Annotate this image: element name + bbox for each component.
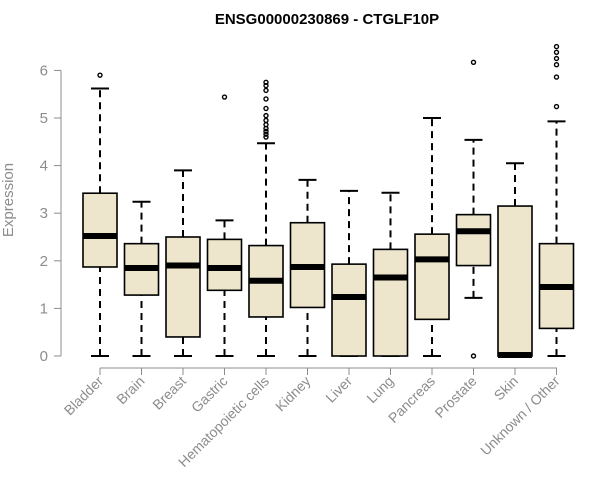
outlier-point: [263, 131, 269, 137]
outlier-point: [553, 49, 560, 56]
x-tick-label: Bladder: [61, 373, 107, 419]
y-tick-label: 0: [40, 348, 48, 365]
x-tick-label: Breast: [149, 373, 189, 413]
outlier-point: [263, 79, 269, 86]
x-tick-label: Liver: [322, 373, 355, 406]
outlier-point: [263, 96, 269, 102]
outlier-point: [263, 117, 269, 124]
outlier-point: [470, 353, 477, 359]
outlier-point: [263, 128, 269, 135]
x-tick-label: Brain: [113, 373, 147, 407]
outlier-point: [263, 105, 269, 112]
outlier-point: [553, 55, 560, 62]
outlier-point: [97, 72, 103, 78]
y-axis-label: Expression: [0, 163, 17, 237]
box-skin: [497, 162, 533, 359]
box-liver: [331, 189, 367, 357]
x-tick-label: Prostate: [431, 373, 479, 421]
x-tick-label: Skin: [491, 373, 522, 404]
box-body: [414, 233, 450, 321]
outlier-point: [553, 74, 560, 80]
outlier-point: [470, 59, 477, 66]
y-tick-label: 3: [40, 205, 48, 222]
y-tick-label: 2: [40, 253, 48, 270]
y-tick-label: 4: [40, 158, 48, 175]
outlier-point: [553, 61, 560, 68]
y-tick-label: 5: [40, 110, 48, 127]
outlier-point: [263, 112, 269, 119]
chart-title: ENSG00000230869 - CTGLF10P: [215, 11, 439, 28]
x-tick-label: Kidney: [272, 373, 314, 415]
y-tick-label: 6: [40, 62, 48, 79]
boxes-group: [82, 43, 575, 359]
box-unknown-other: [538, 43, 575, 357]
outlier-point: [263, 134, 269, 140]
box-breast: [165, 169, 201, 357]
outlier-point: [263, 87, 269, 94]
x-tick-label: Lung: [363, 373, 396, 406]
box-body: [206, 238, 243, 292]
box-body: [331, 263, 367, 357]
outlier-point: [553, 103, 560, 110]
box-body: [372, 248, 409, 357]
outlier-point: [553, 43, 560, 50]
x-tick-label: Unknown / Other: [477, 373, 563, 459]
box-pancreas: [414, 117, 450, 357]
y-tick-label: 1: [40, 300, 48, 317]
box-body: [82, 192, 118, 268]
box-kidney: [289, 178, 326, 357]
box-body: [497, 205, 533, 357]
box-lung: [372, 191, 409, 357]
box-bladder: [82, 72, 118, 357]
box-body: [165, 236, 201, 338]
outlier-point: [221, 94, 228, 100]
box-body: [455, 213, 492, 267]
outlier-point: [263, 121, 269, 128]
box-prostate: [455, 59, 492, 359]
box-gastric: [206, 94, 243, 357]
box-hematopoietic-cells: [248, 79, 284, 357]
box-brain: [123, 200, 160, 357]
